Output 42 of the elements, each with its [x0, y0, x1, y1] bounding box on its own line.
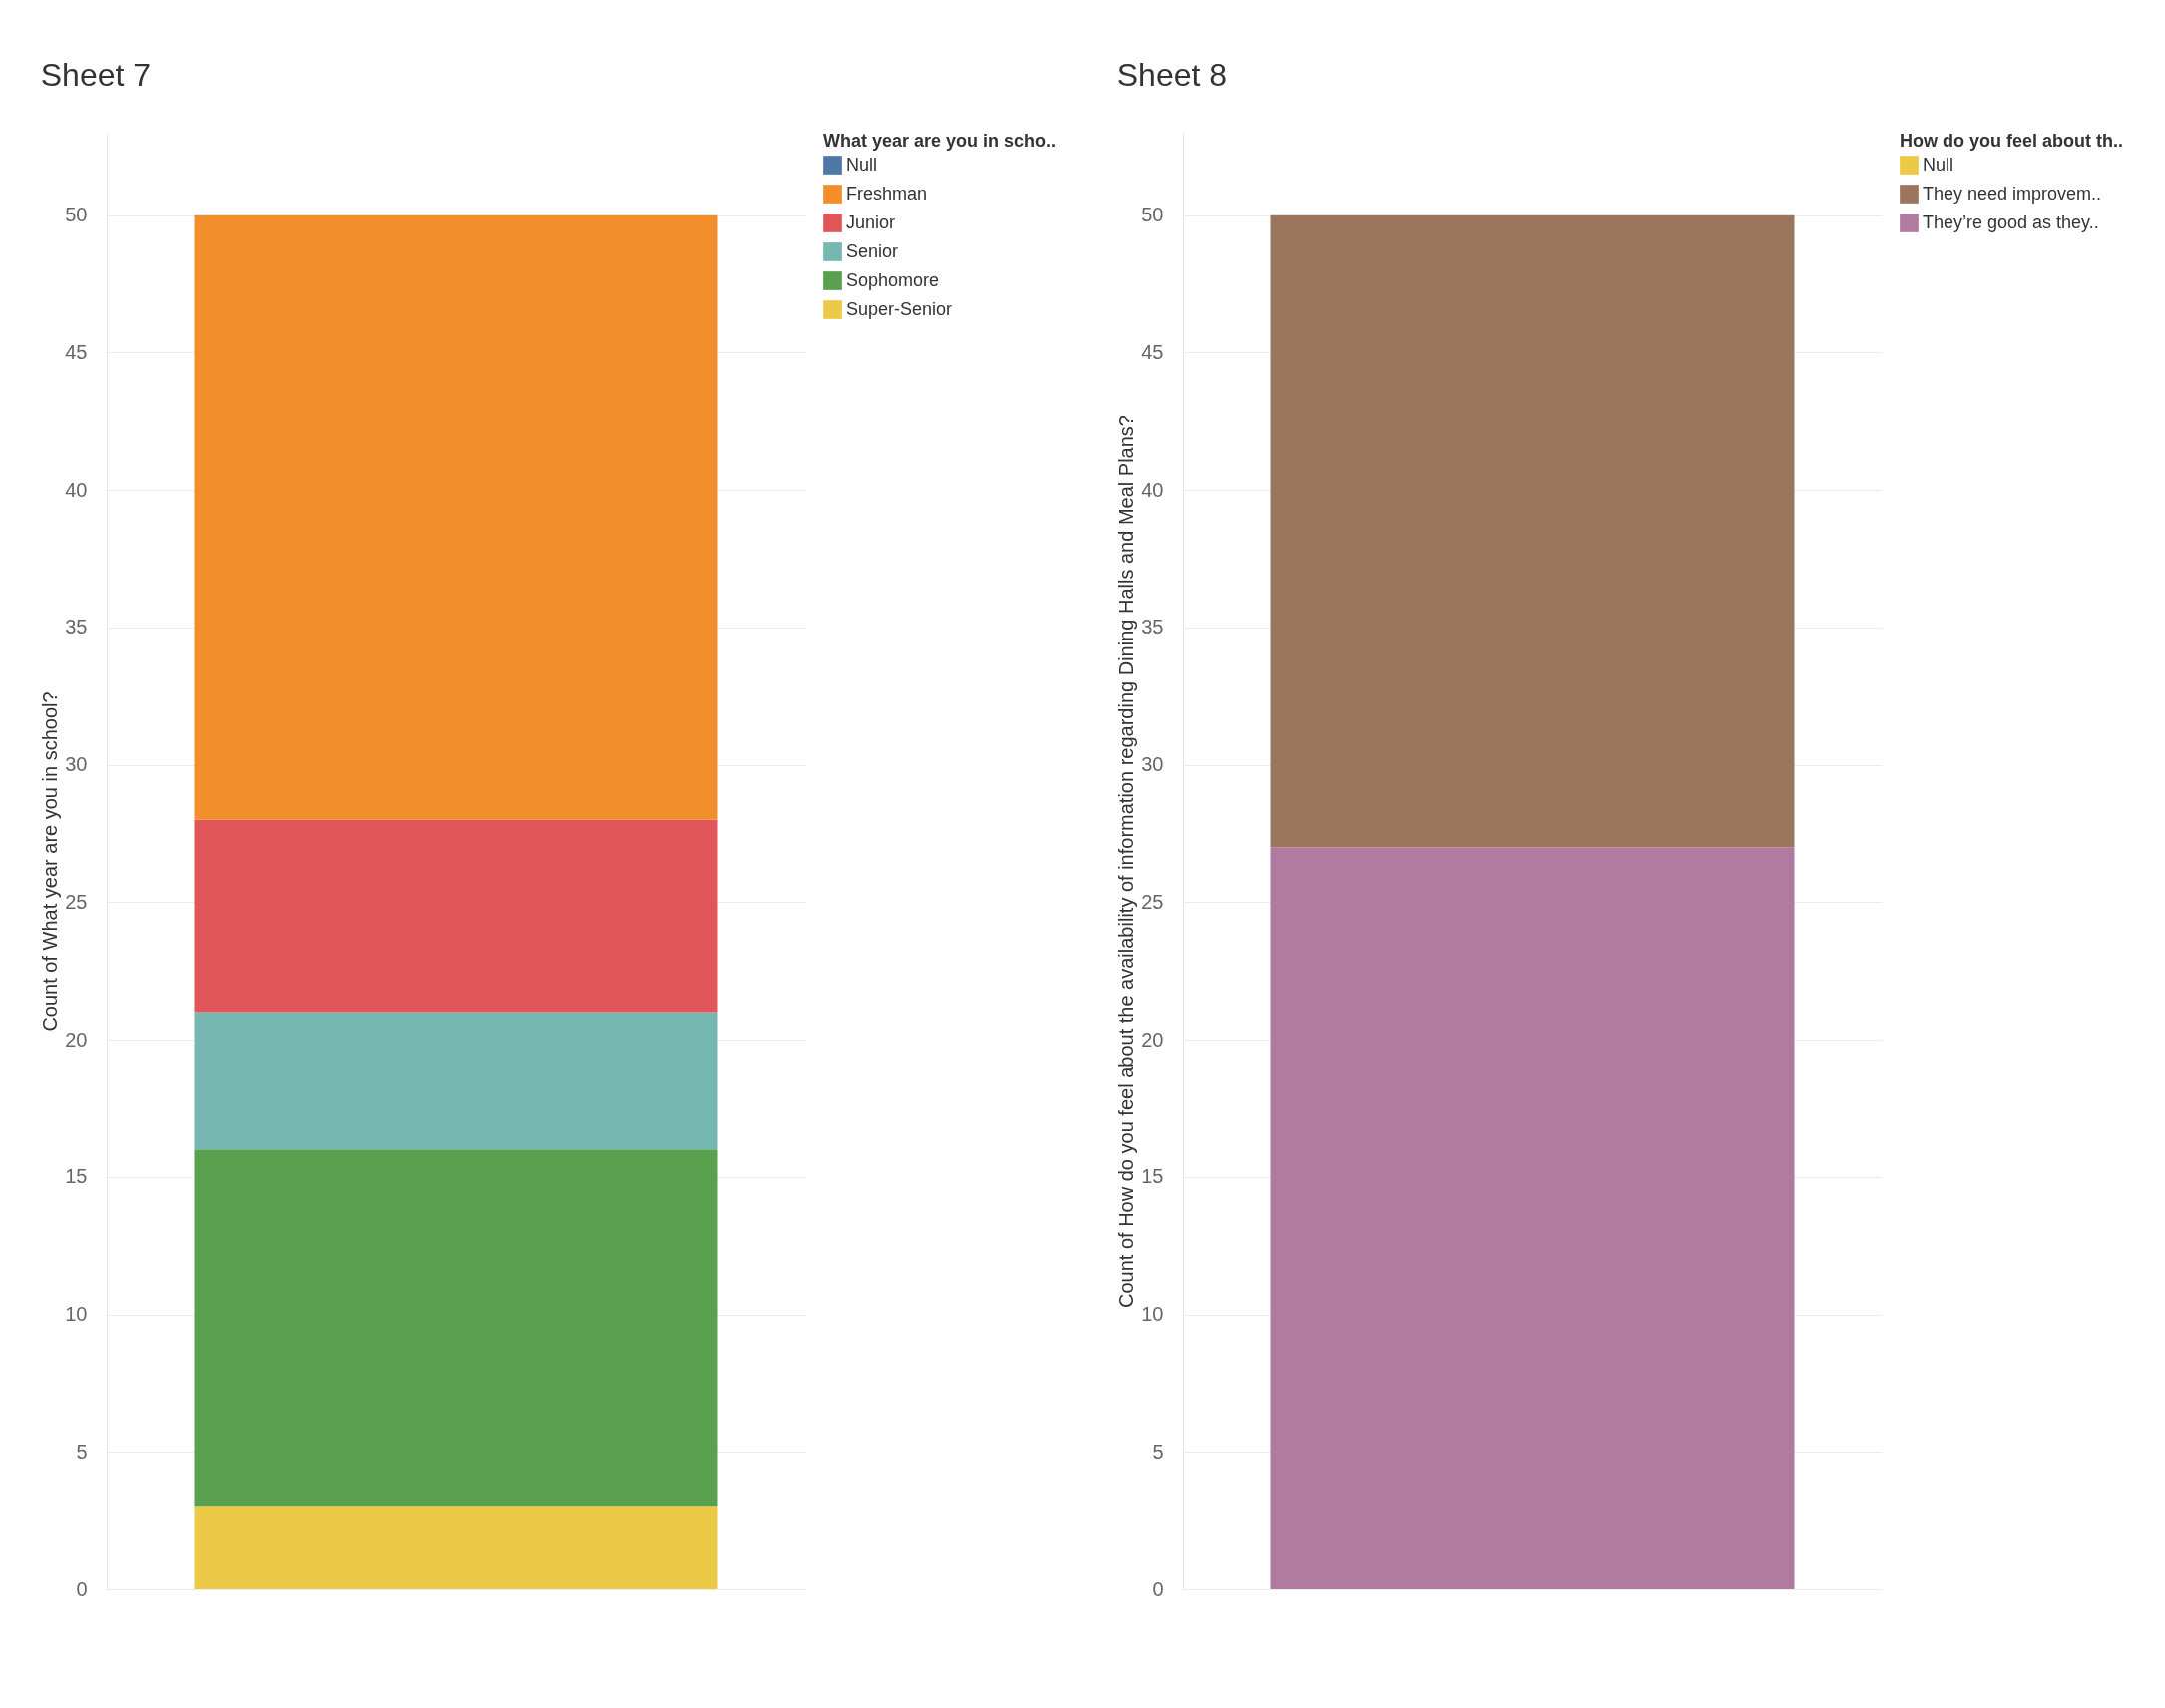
y-axis-title: Count of What year are you in school?: [39, 691, 62, 1032]
y-tick-label: 25: [65, 890, 88, 913]
y-tick-label: 5: [76, 1440, 88, 1463]
legend-title: How do you feel about th..: [1900, 131, 2123, 151]
y-tick-label: 35: [65, 616, 88, 639]
y-tick-label: 40: [65, 478, 88, 501]
legend-label: They’re good as they..: [1923, 212, 2099, 232]
y-tick-label: 50: [65, 204, 88, 226]
chart-title: Sheet 7: [40, 57, 152, 93]
y-tick-label: 0: [1152, 1577, 1164, 1600]
legend-label: They need improvem..: [1923, 183, 2102, 204]
legend-label: Sophomore: [846, 269, 940, 290]
y-tick-label: 30: [1141, 753, 1164, 776]
y-tick-label: 15: [65, 1165, 88, 1188]
y-tick-label: 5: [1152, 1440, 1164, 1463]
bar: [194, 1506, 718, 1589]
bar: [194, 819, 718, 1013]
y-tick-label: 50: [1141, 204, 1164, 226]
legend-label: Junior: [846, 212, 896, 232]
legend-label: Null: [1923, 154, 1954, 175]
y-tick-label: 45: [1141, 340, 1164, 363]
y-tick-label: 25: [1141, 890, 1164, 913]
y-tick-label: 20: [1141, 1028, 1164, 1051]
y-tick-label: 0: [76, 1577, 88, 1600]
legend-label: Null: [846, 154, 878, 175]
legend-label: Senior: [846, 240, 899, 261]
bar: [194, 1012, 718, 1150]
y-tick-label: 30: [65, 753, 88, 776]
y-tick-label: 10: [65, 1303, 88, 1326]
bar: [194, 214, 718, 820]
y-tick-label: 10: [1141, 1303, 1164, 1326]
legend-label: Freshman: [846, 183, 928, 204]
chart-title: Sheet 8: [1116, 57, 1228, 93]
bar: [194, 1149, 718, 1507]
y-tick-label: 45: [65, 340, 88, 363]
y-axis-title: Count of How do you feel about the availability of information regarding Dining Halls and Meal Plans?: [1115, 415, 1138, 1308]
legend-title: What year are you in scho..: [823, 131, 1057, 151]
y-tick-label: 15: [1141, 1165, 1164, 1188]
y-tick-label: 20: [65, 1028, 88, 1051]
y-tick-label: 35: [1141, 616, 1164, 639]
y-tick-label: 40: [1141, 478, 1164, 501]
legend-label: Super-Senior: [846, 298, 953, 319]
